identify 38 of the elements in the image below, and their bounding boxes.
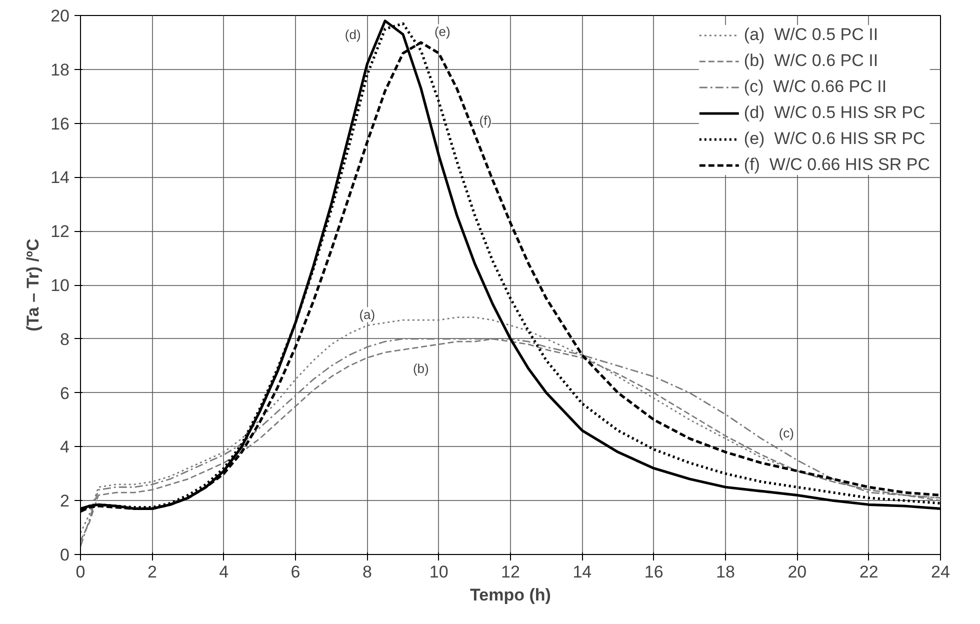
x-tick-label: 24	[931, 562, 950, 582]
x-tick-label: 10	[429, 562, 448, 582]
annotation: (c)	[778, 426, 794, 441]
x-tick-label: 16	[644, 562, 664, 582]
legend-label: (e) W/C 0.6 HIS SR PC	[744, 129, 926, 149]
x-tick-label: 8	[362, 562, 372, 582]
x-tick-label: 2	[147, 562, 157, 582]
y-tick-label: 10	[50, 276, 70, 295]
y-tick-label: 18	[50, 60, 70, 80]
legend-label: (d) W/C 0.5 HIS SR PC	[744, 103, 926, 123]
annotation: (e)	[434, 24, 450, 40]
annotation: (a)	[359, 307, 376, 322]
y-tick-label: 14	[50, 168, 70, 188]
x-tick-label: 18	[716, 562, 735, 582]
legend-label: (a) W/C 0.5 PC II	[744, 25, 878, 45]
y-tick-label: 0	[60, 546, 70, 564]
y-tick-label: 4	[60, 438, 70, 457]
x-axis-title: Tempo (h)	[470, 586, 551, 604]
annotation: (f)	[479, 113, 492, 128]
y-tick-label: 2	[60, 492, 70, 511]
x-tick-label: 14	[572, 562, 592, 582]
legend-label: (f) W/C 0.66 HIS SR PC	[744, 155, 930, 175]
annotation: (d)	[344, 26, 361, 42]
y-axis-title: (Ta – Tr) /ºC	[24, 238, 43, 332]
legend-label: (c) W/C 0.66 PC II	[744, 77, 887, 97]
y-tick-label: 12	[50, 222, 70, 242]
x-tick-label: 20	[788, 562, 807, 582]
x-tick-label: 0	[76, 562, 86, 582]
legend-label: (b) W/C 0.6 PC II	[744, 51, 878, 71]
x-tick-label: 12	[501, 562, 520, 582]
y-tick-label: 6	[60, 384, 70, 403]
y-tick-label: 20	[50, 6, 70, 26]
x-tick-label: 4	[219, 562, 229, 582]
y-tick-label: 8	[60, 330, 70, 349]
annotation: (b)	[412, 361, 429, 376]
x-tick-label: 22	[859, 562, 878, 582]
x-tick-label: 6	[290, 562, 300, 582]
y-tick-label: 16	[50, 114, 70, 134]
